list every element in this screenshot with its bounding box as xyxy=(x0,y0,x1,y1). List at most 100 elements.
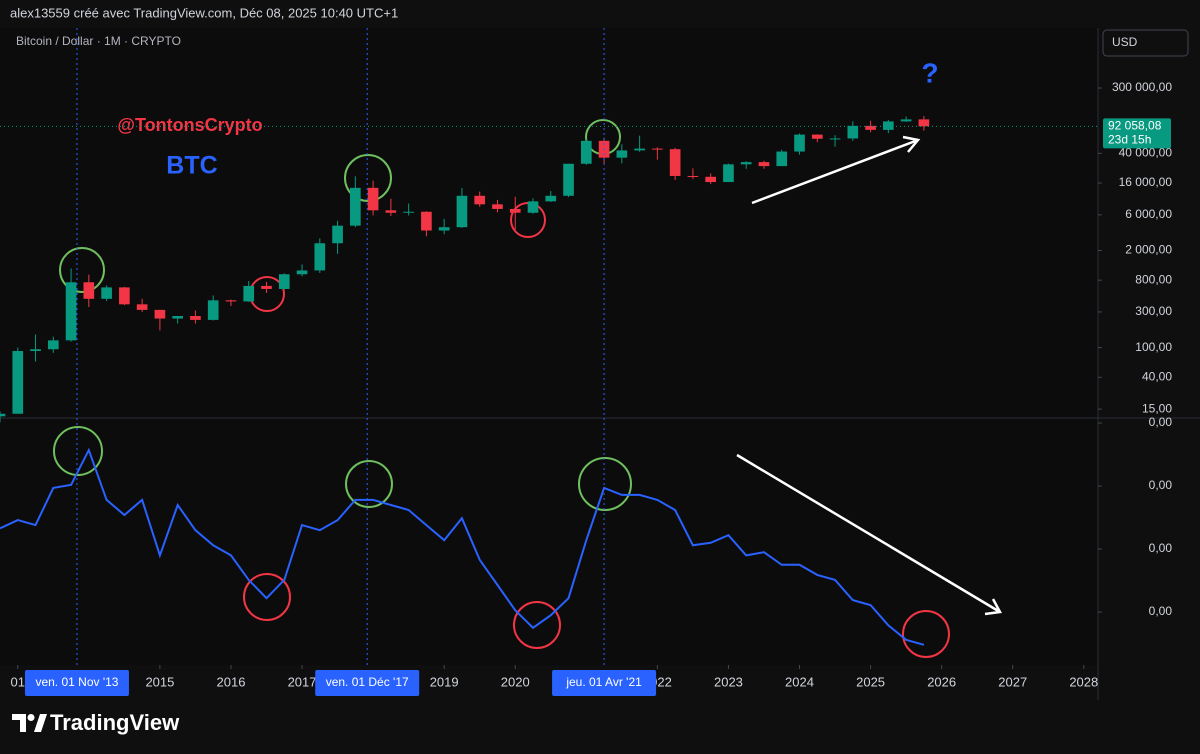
candle-body xyxy=(563,163,574,196)
candle-body xyxy=(847,125,859,139)
candle-body xyxy=(350,187,361,226)
y-tick-label: 300 000,00 xyxy=(1112,80,1172,94)
candle-body xyxy=(296,270,308,275)
candle-body xyxy=(119,287,130,305)
candle-body xyxy=(367,187,379,211)
candle-body xyxy=(314,243,326,271)
candle-body xyxy=(865,125,876,130)
x-tick-label: 01 xyxy=(11,674,25,689)
logo-text: TradingView xyxy=(50,710,180,735)
y-tick-label: 40 000,00 xyxy=(1119,146,1173,160)
candle-body xyxy=(438,227,450,231)
marks: 300 000,00 40 000,00 16 000,00 6 000,00 2 00… xyxy=(0,28,1172,696)
plot-area xyxy=(0,28,1098,665)
x-tick-label: 2023 xyxy=(714,674,743,689)
y-tick-label: 800,00 xyxy=(1135,272,1172,286)
candle-body xyxy=(918,119,930,127)
peak-circle xyxy=(578,457,632,511)
peak-circle xyxy=(345,460,393,508)
peak-circle xyxy=(59,247,105,293)
candle-body xyxy=(652,148,663,150)
candle-body xyxy=(225,300,237,302)
arrow-annotations xyxy=(736,135,1002,616)
last-price-box xyxy=(1103,118,1171,149)
candle-body xyxy=(509,208,521,213)
handle-annotation: @TontonsCrypto xyxy=(117,115,262,135)
candle-body xyxy=(12,351,24,414)
candle-body xyxy=(243,285,255,302)
y-tick-label: 0,00 xyxy=(1149,604,1173,618)
logo-icon xyxy=(12,714,47,732)
bottom-circle xyxy=(243,573,291,621)
candle-body xyxy=(740,162,752,165)
candle-body xyxy=(385,210,397,213)
candle-body xyxy=(278,274,290,289)
candle-body xyxy=(811,134,823,139)
x-tick-label: 2026 xyxy=(927,674,956,689)
x-tick-label: 2015 xyxy=(145,674,174,689)
candle-body xyxy=(687,175,699,177)
bottom-circle xyxy=(902,610,950,658)
last-price-label: 92 058,08 xyxy=(1108,118,1162,132)
y-tick-label: 16 000,00 xyxy=(1119,175,1173,189)
x-tick-label: 2016 xyxy=(217,674,246,689)
candle-body xyxy=(136,304,148,310)
down-arrow xyxy=(736,453,1002,616)
candle-body xyxy=(190,315,201,320)
candle-body xyxy=(527,201,539,213)
x-tick-label: 2017 xyxy=(288,674,317,689)
indicator-line xyxy=(0,447,925,646)
candle-body xyxy=(900,119,912,122)
y-tick-label: 0,00 xyxy=(1149,415,1173,429)
candle-body xyxy=(421,211,432,231)
y-tick-label: 0,00 xyxy=(1149,478,1173,492)
candle-body xyxy=(616,150,628,158)
candle-body xyxy=(47,340,59,350)
y-tick-label: 6 000,00 xyxy=(1125,207,1172,221)
ticker-annotation: BTC xyxy=(166,152,217,180)
countdown: 23d 15h xyxy=(1108,132,1151,146)
candle-body xyxy=(172,315,183,319)
candle-body xyxy=(65,282,77,341)
marker-label-box xyxy=(552,670,657,696)
question-annotation: ? xyxy=(921,57,938,88)
marker-label: ven. 01 Déc '17 xyxy=(326,675,409,689)
currency-button[interactable] xyxy=(1102,29,1189,57)
candle-body xyxy=(545,195,557,202)
x-tick-label: 2028 xyxy=(1069,674,1098,689)
y-tick-label: 0,00 xyxy=(1149,541,1173,555)
candle-body xyxy=(30,349,41,352)
marker-label-box xyxy=(24,670,129,696)
currency[interactable]: USD xyxy=(1112,35,1138,49)
x-tick-label: 2027 xyxy=(998,674,1027,689)
candle-body xyxy=(474,195,486,205)
candle-body xyxy=(794,134,805,152)
candle-body xyxy=(492,204,503,209)
symbol-title: Bitcoin / Dollar · 1M · CRYPTO xyxy=(16,34,181,48)
marker-label: ven. 01 Nov '13 xyxy=(35,675,118,689)
candle-body xyxy=(580,140,592,164)
x-tick-label: 2019 xyxy=(430,674,459,689)
y-tick-label: 2 000,00 xyxy=(1125,243,1172,257)
y-tick-label: 100,00 xyxy=(1135,340,1172,354)
candle-body xyxy=(154,309,166,319)
marker-label-box xyxy=(315,670,420,696)
y-tick-label: 15,00 xyxy=(1142,401,1172,415)
candle-body xyxy=(723,164,734,183)
candle-body xyxy=(101,287,112,299)
candle-body xyxy=(669,149,681,176)
x-tick-label: 2024 xyxy=(785,674,814,689)
candle-body xyxy=(829,138,841,140)
y-tick-label: 300,00 xyxy=(1135,304,1172,318)
candle-body xyxy=(883,121,894,130)
candle-body xyxy=(456,195,468,228)
header: alex13559 créé avec TradingView.com, Déc… xyxy=(10,5,398,20)
x-tick-label: 2020 xyxy=(501,674,530,689)
bottom-circle xyxy=(513,601,561,649)
candle-body xyxy=(0,413,6,417)
peak-circle xyxy=(53,426,103,476)
candle-body xyxy=(634,148,645,151)
candle-body xyxy=(332,225,343,244)
candle-body xyxy=(776,151,788,167)
